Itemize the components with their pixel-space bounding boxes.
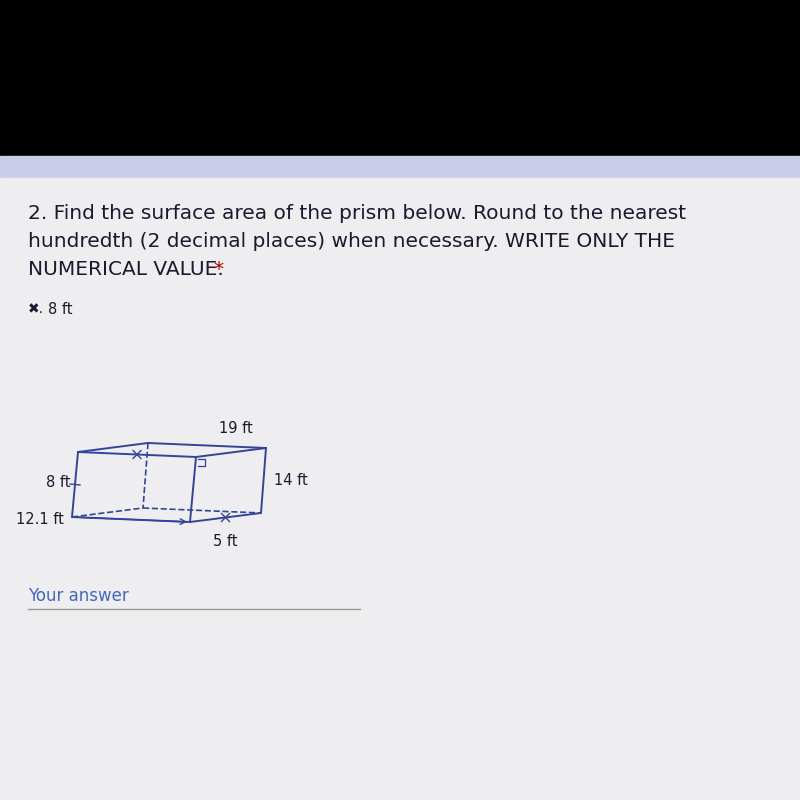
Text: ✖.: ✖. <box>28 302 44 316</box>
Text: NUMERICAL VALUE.: NUMERICAL VALUE. <box>28 260 230 279</box>
Text: 8 ft: 8 ft <box>46 475 70 490</box>
Text: 2. Find the surface area of the prism below. Round to the nearest: 2. Find the surface area of the prism be… <box>28 204 686 223</box>
Bar <box>0 156 800 178</box>
Text: hundredth (2 decimal places) when necessary. WRITE ONLY THE: hundredth (2 decimal places) when necess… <box>28 232 675 251</box>
Text: 19 ft: 19 ft <box>219 421 253 436</box>
Bar <box>0 178 800 800</box>
Text: 12.1 ft: 12.1 ft <box>16 512 64 527</box>
Bar <box>0 0 800 156</box>
Text: 5 ft: 5 ft <box>214 534 238 549</box>
Text: 8 ft: 8 ft <box>48 302 73 317</box>
Text: *: * <box>213 260 223 279</box>
Text: 14 ft: 14 ft <box>274 473 308 488</box>
Text: Your answer: Your answer <box>28 587 129 605</box>
